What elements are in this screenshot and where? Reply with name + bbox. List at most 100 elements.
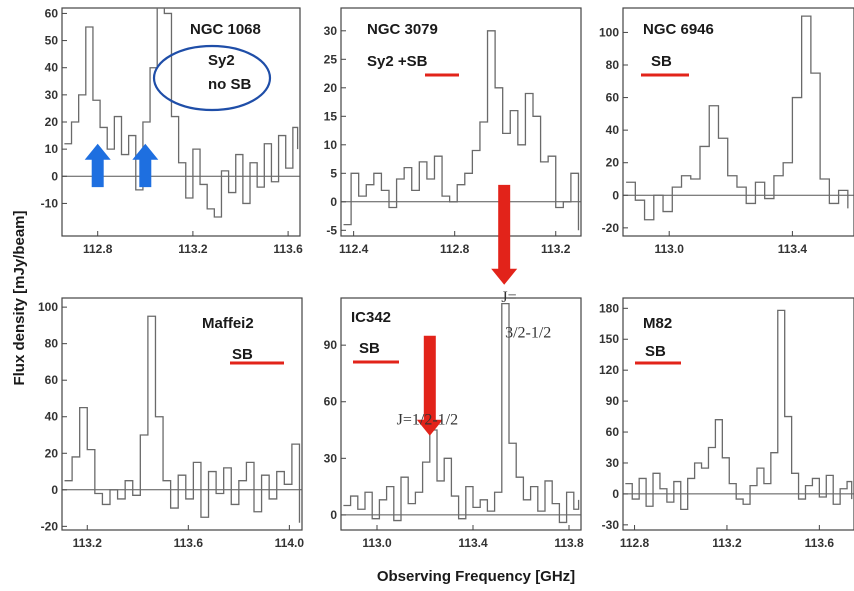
panel-tag: SB xyxy=(359,340,380,357)
spectrum-line xyxy=(343,303,580,524)
x-axis-title: Observing Frequency [GHz] xyxy=(377,568,575,585)
y-tick-label: 50 xyxy=(45,34,59,48)
panel-frame xyxy=(61,7,301,237)
y-tick-label: 30 xyxy=(324,451,338,465)
y-tick-label: -5 xyxy=(326,223,337,237)
highlight-ellipse xyxy=(152,44,272,112)
x-tick-label: 112.8 xyxy=(83,242,113,256)
y-tick-label: 20 xyxy=(606,156,620,170)
x-tick-label: 114.0 xyxy=(275,536,305,550)
spectrum-line xyxy=(626,15,849,221)
x-tick-label: 112.4 xyxy=(339,242,369,256)
y-tick-label: 40 xyxy=(45,410,59,424)
y-axis-title: Flux density [mJy/beam] xyxy=(11,210,28,385)
x-tick-label: 113.6 xyxy=(273,242,303,256)
y-tick-label: -10 xyxy=(41,196,59,210)
y-tick-label: 0 xyxy=(330,508,337,522)
y-tick-label: 30 xyxy=(45,88,59,102)
x-tick-label: 112.8 xyxy=(440,242,470,256)
spectrum-line xyxy=(625,309,853,511)
panel-2: -20 0 20 40 60 80 100 113.0 113.4 NGC 6946 SB xyxy=(599,7,854,256)
y-tick-label: 120 xyxy=(599,363,619,377)
x-tick-label: 113.4 xyxy=(458,536,488,550)
x-tick-label: 113.6 xyxy=(174,536,204,550)
y-tick-label: 20 xyxy=(324,81,338,95)
y-tick-label: 20 xyxy=(45,115,59,129)
x-tick-label: 113.2 xyxy=(541,242,571,256)
y-tick-label: -20 xyxy=(41,519,59,533)
y-tick-label: 30 xyxy=(324,24,338,38)
x-tick-label: 113.6 xyxy=(805,536,835,550)
y-tick-label: 80 xyxy=(45,337,59,351)
spectrum-line xyxy=(64,8,299,218)
panel-title: IC342 xyxy=(351,309,391,326)
x-tick-label: 112.8 xyxy=(620,536,650,550)
y-tick-label: 80 xyxy=(606,58,620,72)
x-tick-label: 113.8 xyxy=(554,536,584,550)
x-tick-label: 113.2 xyxy=(73,536,103,550)
spectrum-line xyxy=(64,315,301,523)
panel-frame xyxy=(340,297,582,531)
panel-tag: Sy2 xyxy=(208,52,235,69)
y-tick-label: 10 xyxy=(324,138,338,152)
y-tick-label: 15 xyxy=(324,109,338,123)
x-tick-label: 113.2 xyxy=(712,536,742,550)
panel-0: -10 0 10 20 30 40 50 60 112.8 113.2 113.6 NGC 1068 S… xyxy=(41,6,303,256)
y-tick-label: 0 xyxy=(612,487,619,501)
panel-title: M82 xyxy=(643,315,672,332)
panel-5: -30 0 30 60 90 120 150 180 112.8 113.2 113.6 M82 SB xyxy=(599,297,854,550)
transition-annotation: J= xyxy=(501,289,516,306)
panel-3: -20 0 20 40 60 80 100 113.2 113.6 114.0 Maffei2 SB xyxy=(38,297,305,550)
y-tick-label: 60 xyxy=(606,91,620,105)
panel-tag: SB xyxy=(645,343,666,360)
x-tick-label: 113.0 xyxy=(655,242,685,256)
y-tick-label: -30 xyxy=(602,518,620,532)
y-tick-label: 40 xyxy=(45,61,59,75)
x-tick-label: 113.0 xyxy=(362,536,392,550)
y-tick-label: 60 xyxy=(45,6,59,20)
y-tick-label: 100 xyxy=(38,300,58,314)
panel-4: 0 30 60 90 113.0 113.4 113.8 IC342 SB J=1/2-1/2 J=… xyxy=(324,184,584,550)
blue-arrow xyxy=(84,143,111,188)
y-tick-label: 60 xyxy=(45,373,59,387)
y-tick-label: 150 xyxy=(599,332,619,346)
y-tick-label: 90 xyxy=(606,394,620,408)
y-tick-label: 20 xyxy=(45,446,59,460)
transition-annotation: J=1/2-1/2 xyxy=(397,411,458,428)
x-tick-label: 113.2 xyxy=(178,242,208,256)
panel-tag: Sy2 +SB xyxy=(367,53,428,70)
panel-frame xyxy=(61,297,303,531)
panel-title: Maffei2 xyxy=(202,315,254,332)
panel-tag: SB xyxy=(651,53,672,70)
y-tick-label: 40 xyxy=(606,123,620,137)
y-tick-label: 0 xyxy=(330,195,337,209)
red-arrow xyxy=(491,184,518,285)
y-tick-label: 60 xyxy=(324,395,338,409)
panel-1: -5 0 5 10 15 20 25 30 112.4 112.8 113.2 NGC 3079 Sy2… xyxy=(324,7,582,256)
y-tick-label: 60 xyxy=(606,425,620,439)
panel-title: NGC 1068 xyxy=(190,21,261,38)
y-tick-label: 180 xyxy=(599,301,619,315)
y-tick-label: 30 xyxy=(606,456,620,470)
y-tick-label: 0 xyxy=(612,188,619,202)
y-tick-label: 5 xyxy=(330,166,337,180)
panel-tag: SB xyxy=(232,346,253,363)
y-tick-label: 10 xyxy=(45,142,59,156)
panel-frame xyxy=(622,7,854,237)
spectrum-line xyxy=(343,30,580,231)
y-tick-label: 100 xyxy=(599,25,619,39)
panel-frame xyxy=(622,297,854,531)
panel-frame xyxy=(340,7,582,237)
red-arrow xyxy=(416,335,443,436)
panel-tag: no SB xyxy=(208,76,251,93)
blue-arrow xyxy=(132,143,159,188)
panel-title: NGC 6946 xyxy=(643,21,714,38)
y-tick-label: 90 xyxy=(324,338,338,352)
transition-annotation: 3/2-1/2 xyxy=(505,325,551,342)
y-tick-label: 25 xyxy=(324,52,338,66)
y-tick-label: 0 xyxy=(51,169,58,183)
panel-title: NGC 3079 xyxy=(367,21,438,38)
x-tick-label: 113.4 xyxy=(778,242,808,256)
